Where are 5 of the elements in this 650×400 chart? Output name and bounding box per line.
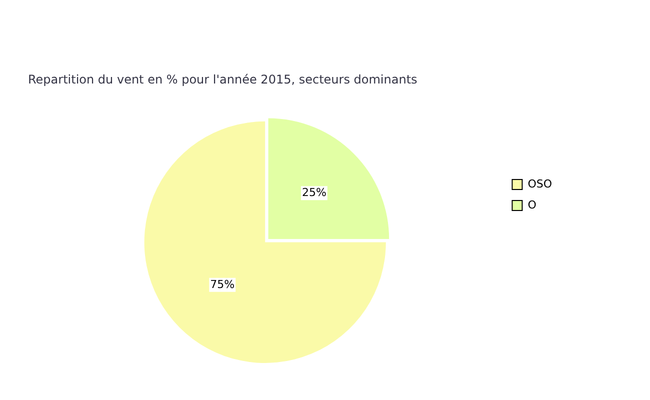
chart-title: Repartition du vent en % pour l'année 2015, secteurs dominants [28,72,418,86]
data-label: 75% [210,278,235,291]
data-label: 25% [302,186,326,199]
legend-label: O [528,198,537,212]
legend-label: OSO [528,177,552,190]
